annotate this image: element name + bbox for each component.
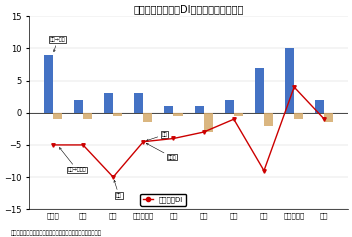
Bar — [143, 113, 152, 123]
Text: 前回→今回: 前回→今回 — [50, 37, 65, 52]
Bar — [324, 113, 333, 123]
Bar — [83, 113, 92, 119]
Bar — [195, 106, 204, 113]
Bar — [174, 113, 183, 116]
Bar — [285, 49, 294, 113]
Title: 地域別の業況判断DIと変化幅（全産業）: 地域別の業況判断DIと変化幅（全産業） — [133, 4, 244, 14]
Bar — [104, 93, 113, 113]
Bar — [44, 55, 53, 113]
Bar — [74, 100, 83, 113]
Bar — [264, 113, 273, 126]
Bar — [315, 100, 324, 113]
Bar — [204, 113, 213, 132]
Bar — [113, 113, 122, 116]
Bar — [294, 113, 303, 119]
Text: 今回→先行き: 今回→先行き — [59, 148, 86, 173]
Bar — [225, 100, 234, 113]
Legend: 業況判断DI: 業況判断DI — [140, 194, 186, 206]
Bar — [255, 68, 264, 113]
Text: 前回: 前回 — [114, 180, 122, 198]
Bar — [164, 106, 174, 113]
Text: 先行き: 先行き — [146, 143, 176, 160]
Bar — [53, 113, 62, 119]
Bar — [234, 113, 243, 116]
Text: 今回: 今回 — [146, 132, 167, 141]
Text: （資料）日本銀行各支店公表資料よりニッセイ基礎研究所作成: （資料）日本銀行各支店公表資料よりニッセイ基礎研究所作成 — [11, 230, 102, 236]
Bar — [134, 93, 143, 113]
